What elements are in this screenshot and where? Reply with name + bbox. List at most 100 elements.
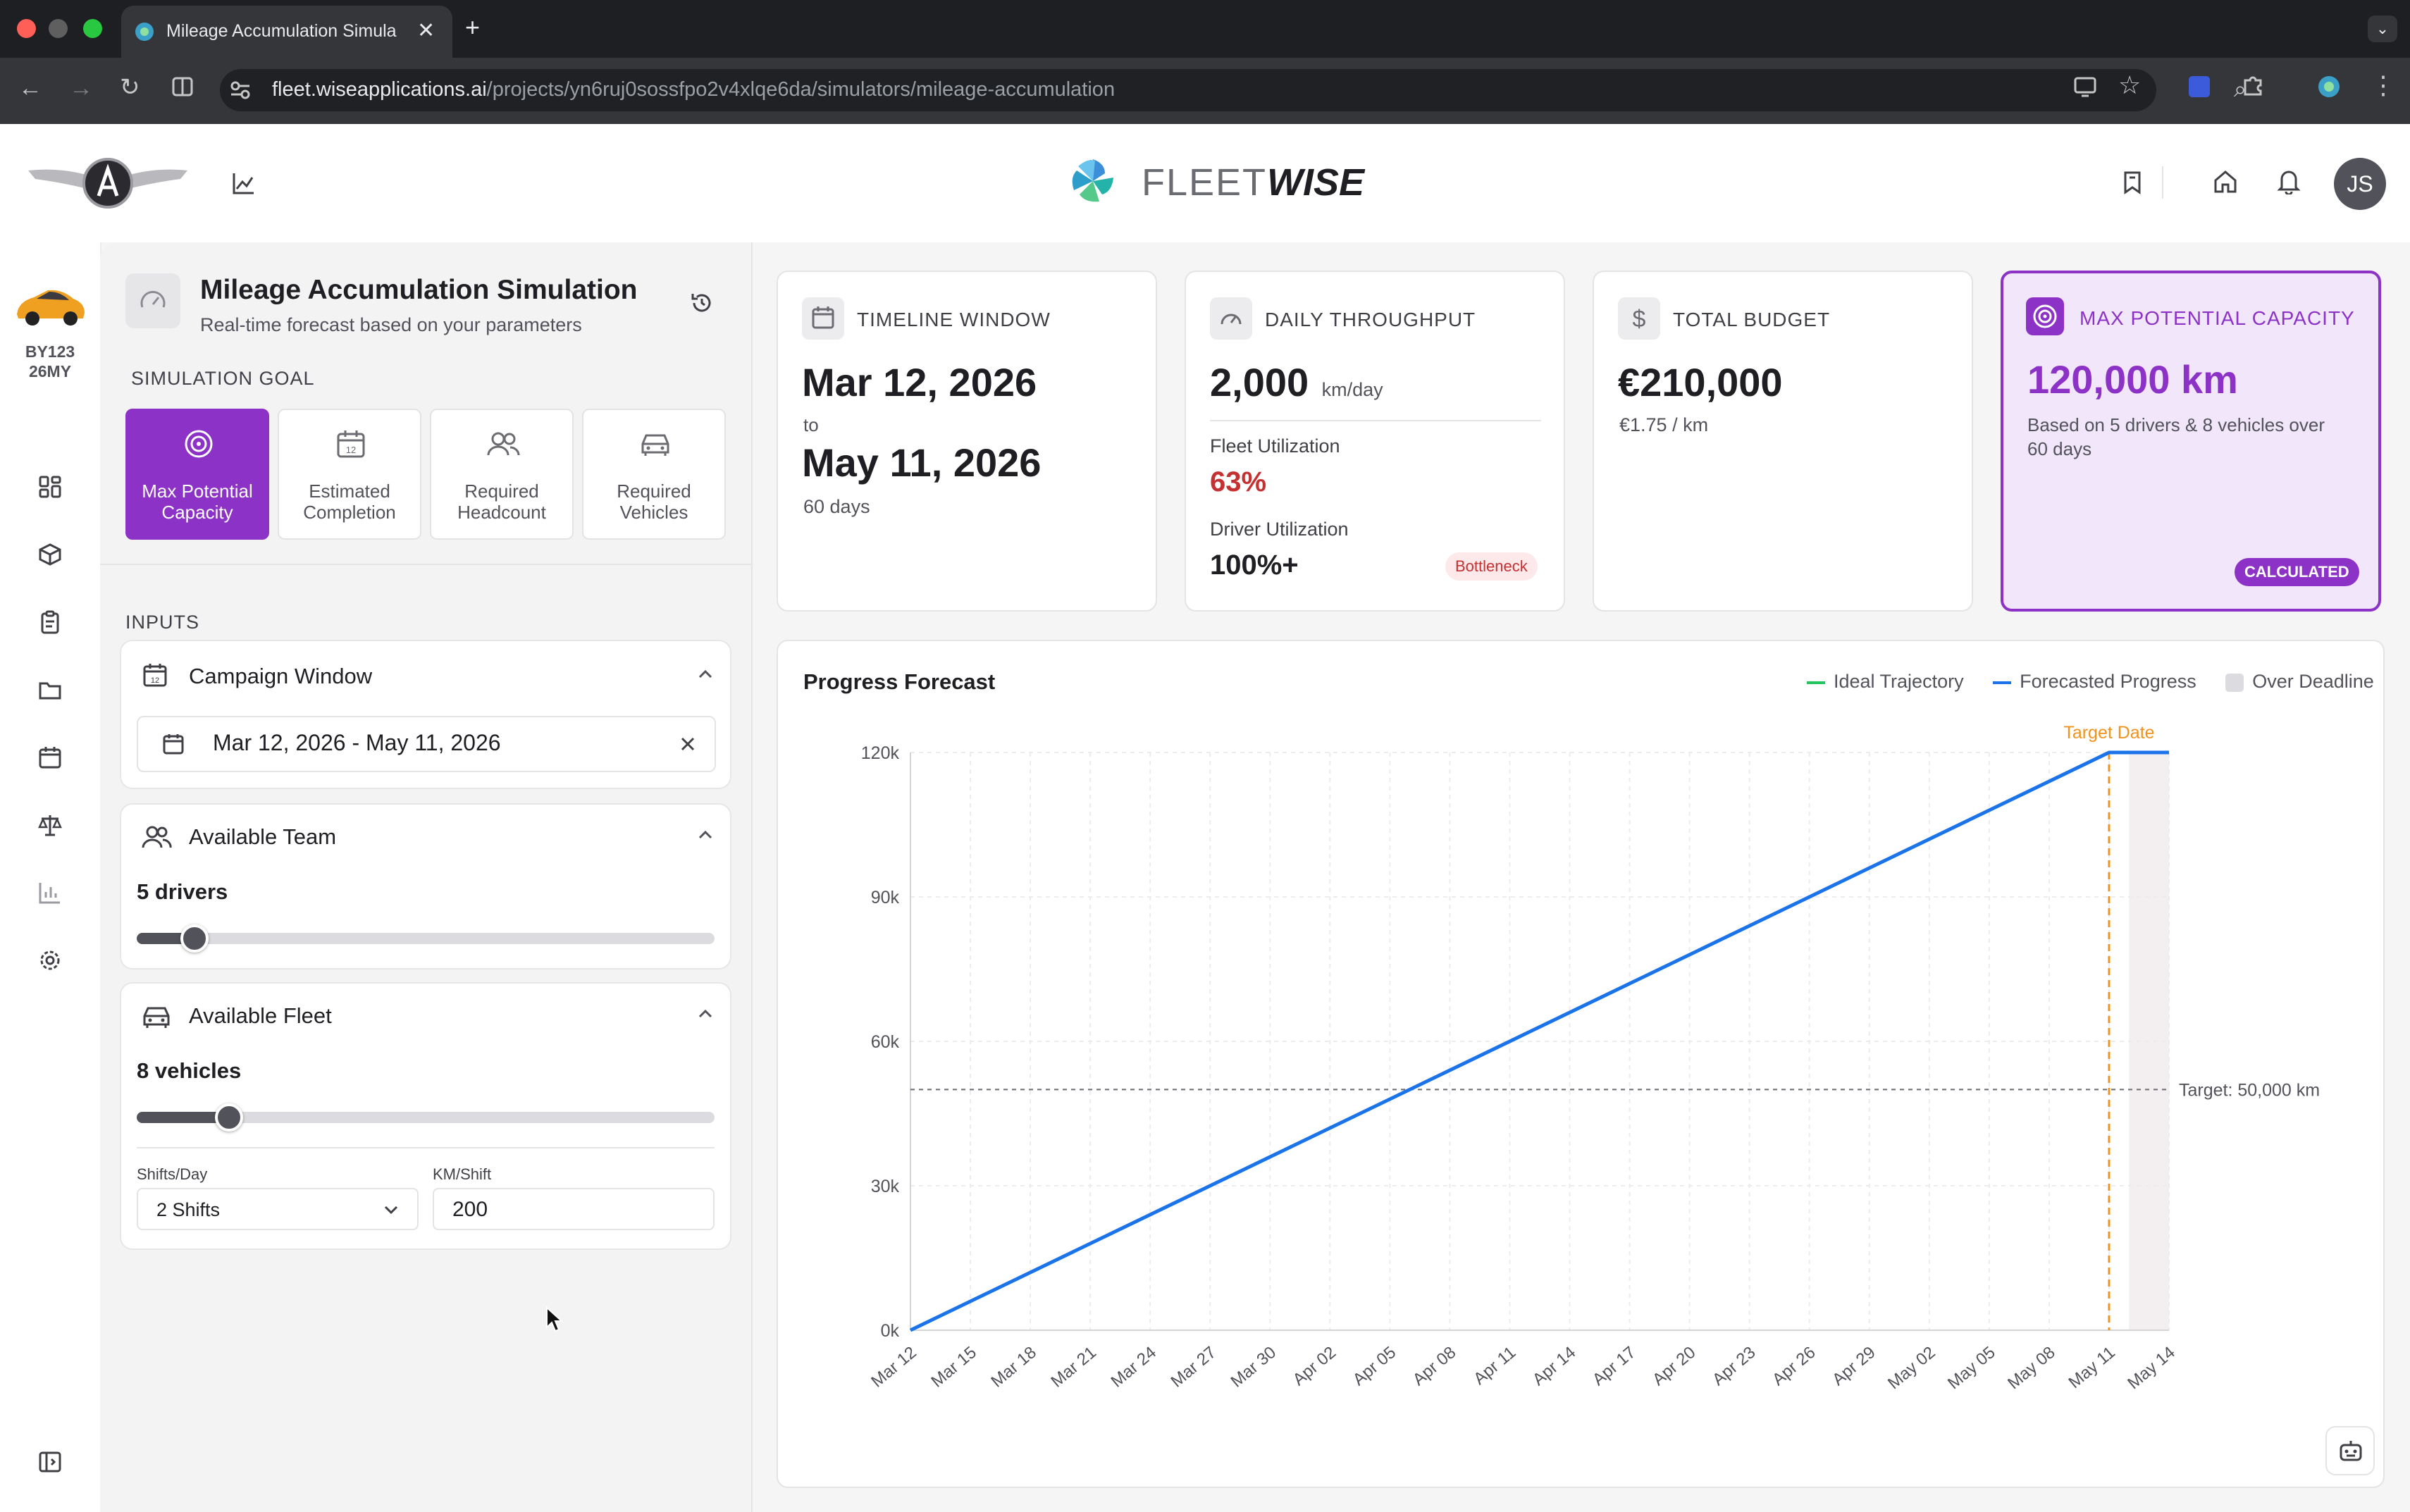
max-potential-capacity-card: MAX POTENTIAL CAPACITY 120,000 km Based … — [2001, 271, 2381, 612]
drivers-slider-fill — [137, 933, 194, 944]
close-window-button[interactable] — [17, 19, 36, 38]
zoom-icon[interactable]: ⌕ — [2234, 76, 2247, 101]
x-tick-label: Mar 15 — [927, 1343, 980, 1392]
drivers-slider[interactable] — [137, 924, 715, 953]
forward-arrow-icon[interactable]: → — [69, 75, 93, 101]
bookmark-icon[interactable] — [2121, 171, 2144, 194]
address-bar[interactable]: ⌕ — [220, 69, 2247, 111]
chevron-up-icon[interactable] — [696, 1005, 715, 1027]
svg-text:$: $ — [1633, 306, 1646, 333]
km-per-shift-input[interactable]: 200 — [433, 1188, 715, 1230]
shifts-per-day-select[interactable]: 2 Shifts — [137, 1188, 419, 1230]
car-icon — [141, 1003, 172, 1034]
avatar[interactable]: JS — [2334, 158, 2386, 210]
x-tick-label: Apr 14 — [1529, 1343, 1580, 1389]
package-box-icon[interactable] — [38, 543, 62, 566]
campaign-window-title: Campaign Window — [189, 664, 373, 688]
legend-item-ideal[interactable]: Ideal Trajectory — [1807, 671, 1964, 692]
vehicles-slider-track[interactable] — [137, 1112, 715, 1123]
folder-icon[interactable] — [38, 678, 62, 702]
calendar-icon[interactable] — [38, 745, 62, 769]
x-tick-label: May 08 — [2004, 1343, 2059, 1393]
scale-balance-icon[interactable] — [38, 813, 62, 837]
drivers-slider-thumb[interactable] — [180, 924, 209, 953]
total-budget-heading: TOTAL BUDGET — [1673, 309, 1831, 330]
y-tick-label: 120k — [861, 743, 900, 763]
goal-estimated-completion[interactable]: 12 Estimated Completion — [278, 409, 421, 540]
clear-date-icon[interactable] — [678, 734, 698, 757]
new-tab-icon[interactable]: + — [465, 13, 481, 42]
vehicles-value: 8 vehicles — [137, 1058, 242, 1083]
company-logo[interactable] — [25, 152, 190, 211]
x-tick-label: Mar 30 — [1228, 1343, 1280, 1392]
chevron-up-icon[interactable] — [696, 665, 715, 687]
drivers-slider-track[interactable] — [137, 933, 715, 944]
fleet-utilization-label: Fleet Utilization — [1210, 435, 1340, 457]
dashboard-grid-icon[interactable] — [38, 475, 62, 499]
home-icon[interactable] — [2213, 169, 2238, 194]
browser-menu-icon[interactable]: ⋮ — [2371, 70, 2396, 99]
clipboard-icon[interactable] — [38, 610, 62, 634]
extensions-puzzle-icon[interactable] — [2241, 73, 2265, 101]
legend-item-forecast[interactable]: Forecasted Progress — [1993, 671, 2196, 692]
vehicles-slider[interactable] — [137, 1103, 715, 1132]
date-range-input[interactable]: Mar 12, 2026 - May 11, 2026 — [137, 716, 716, 772]
notification-bell-icon[interactable] — [2276, 168, 2301, 194]
reset-history-icon[interactable] — [689, 290, 715, 316]
speedometer-icon — [125, 273, 180, 328]
x-tick-label: Mar 12 — [867, 1343, 920, 1392]
timeline-window-heading: TIMELINE WINDOW — [857, 309, 1051, 330]
x-tick-label: May 02 — [1884, 1343, 1939, 1393]
maximize-window-button[interactable] — [83, 19, 102, 38]
x-tick-label: Apr 17 — [1589, 1343, 1640, 1389]
daily-throughput-card: DAILY THROUGHPUT 2,000 km/day Fleet Util… — [1185, 271, 1565, 612]
profile-icon[interactable] — [2317, 75, 2341, 99]
bar-chart-icon[interactable] — [38, 881, 62, 905]
x-tick-label: Apr 29 — [1829, 1343, 1879, 1389]
goal-required-headcount[interactable]: Required Headcount — [430, 409, 574, 540]
svg-text:12: 12 — [346, 445, 356, 455]
left-rail: BY123 26MY — [0, 242, 101, 1512]
x-tick-label: Apr 02 — [1290, 1343, 1340, 1389]
legend-swatch-over-deadline — [2225, 673, 2244, 692]
minimize-window-button[interactable] — [49, 19, 68, 38]
legend-swatch-forecast — [1993, 681, 2012, 684]
available-team-title: Available Team — [189, 824, 337, 849]
x-tick-label: Apr 20 — [1649, 1343, 1700, 1389]
cast-icon[interactable] — [2073, 75, 2097, 102]
max-capacity-description: Based on 5 drivers & 8 vehicles over 60 d… — [2027, 414, 2325, 459]
site-settings-icon[interactable] — [230, 80, 251, 104]
settings-gear-icon[interactable] — [38, 948, 62, 972]
collapse-sidebar-icon[interactable] — [38, 1450, 62, 1474]
goal-max-potential-capacity[interactable]: Max Potential Capacity — [125, 409, 269, 540]
y-tick-label: 30k — [871, 1177, 900, 1196]
tab-search-chevron-icon[interactable]: ⌄ — [2368, 16, 2397, 42]
assistant-bot-button[interactable] — [2325, 1426, 2375, 1475]
vehicle-thumbnail[interactable] — [13, 280, 87, 331]
split-view-icon[interactable] — [172, 76, 193, 101]
chevron-up-icon[interactable] — [696, 826, 715, 848]
goal-required-vehicles[interactable]: Required Vehicles — [582, 409, 726, 540]
extension-icon[interactable] — [2189, 76, 2210, 97]
total-budget-card: $ TOTAL BUDGET €210,000 €1.75 / km — [1593, 271, 1973, 612]
close-tab-icon[interactable]: ✕ — [417, 19, 435, 42]
vehicle-code-line2: 26MY — [28, 362, 72, 380]
target-icon — [183, 428, 214, 463]
browser-tab[interactable]: Mileage Accumulation Simula ✕ — [121, 6, 452, 58]
x-tick-label: May 11 — [2065, 1343, 2119, 1392]
bottleneck-badge: Bottleneck — [1445, 552, 1538, 581]
mouse-pointer-icon — [545, 1306, 564, 1337]
timeline-days: 60 days — [803, 496, 870, 517]
legend-item-over-deadline[interactable]: Over Deadline — [2225, 671, 2374, 692]
vehicles-slider-thumb[interactable] — [215, 1103, 243, 1132]
back-arrow-icon[interactable]: ← — [18, 75, 42, 101]
app-header: FLEETWISE JS — [0, 124, 2410, 242]
bookmark-star-icon[interactable]: ☆ — [2118, 70, 2142, 99]
timeline-to-label: to — [803, 414, 819, 435]
analytics-chart-icon[interactable] — [231, 171, 257, 196]
reload-icon[interactable]: ↻ — [120, 74, 140, 101]
x-tick-label: May 14 — [2124, 1343, 2179, 1393]
fleetwise-logo-icon — [1068, 156, 1118, 206]
target-line-label: Target: 50,000 km — [2179, 1080, 2320, 1100]
url-text: fleet.wiseapplications.ai/projects/yn6ru… — [272, 78, 1116, 101]
